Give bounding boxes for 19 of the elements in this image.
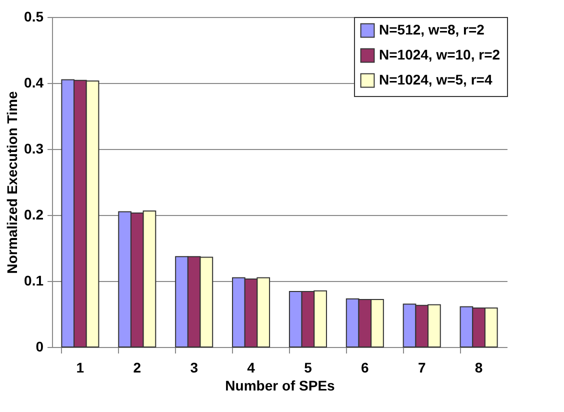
y-tick-label: 0.3 [24, 140, 44, 156]
legend-label: N=512, w=8, r=2 [379, 22, 485, 38]
legend-label: N=1024, w=5, r=4 [379, 72, 492, 88]
x-tick-label: 3 [190, 360, 198, 376]
x-tick-label: 2 [133, 360, 142, 376]
y-tick-label: 0.5 [24, 8, 44, 24]
x-tick-label: 1 [76, 360, 84, 376]
y-tick-label: 0.4 [24, 74, 44, 90]
y-axis-title: Normalized Execution Time [4, 91, 20, 274]
x-tick-label: 6 [361, 360, 370, 376]
x-tick-label: 5 [304, 360, 312, 376]
x-tick-label: 4 [247, 360, 256, 376]
y-tick-label: 0.1 [24, 272, 44, 288]
x-tick-label: 7 [418, 360, 426, 376]
x-axis-title: Number of SPEs [225, 378, 336, 394]
y-tick-label: 0.2 [24, 206, 44, 222]
y-tick-label: 0 [36, 338, 44, 354]
x-tick-label: 8 [474, 360, 483, 376]
legend-label: N=1024, w=10, r=2 [379, 46, 500, 62]
